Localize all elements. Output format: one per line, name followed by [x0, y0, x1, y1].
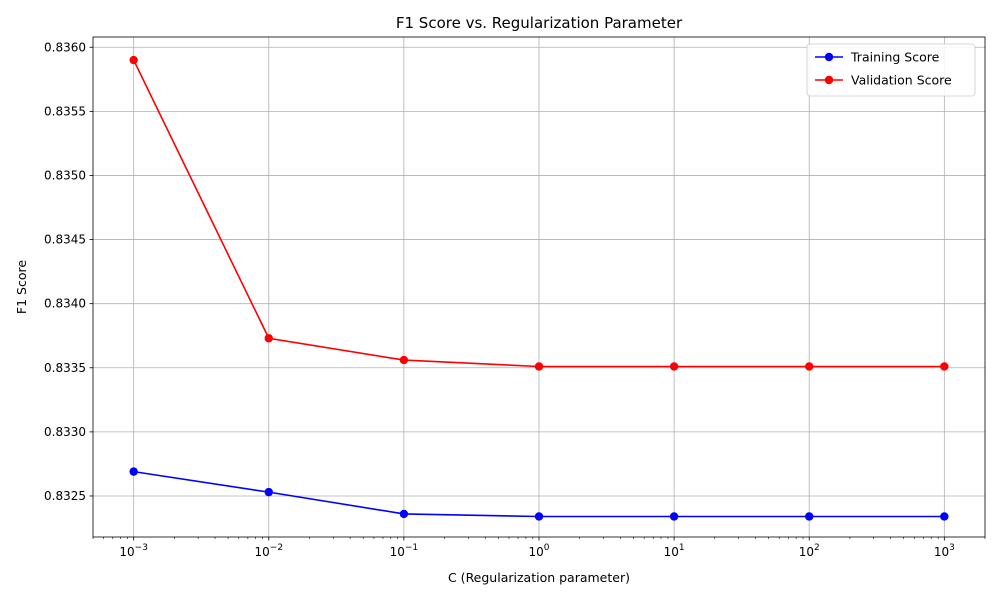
y-tick-label: 0.8345 [44, 233, 86, 247]
y-tick-label: 0.8350 [44, 168, 86, 182]
x-tick-label: 10−1 [390, 543, 419, 559]
legend: Training Score Validation Score [806, 43, 976, 97]
x-tick-label-base: 10 [119, 545, 134, 559]
data-point [129, 467, 138, 476]
x-tick-label-exponent: 1 [679, 543, 685, 553]
x-tick-label-base: 10 [934, 545, 949, 559]
y-tick-label: 0.8330 [44, 425, 86, 439]
data-point [534, 512, 544, 521]
y-axis-ticks: 0.8325 0.8330 0.8335 0.8340 0.8345 0.8350 0.83… [44, 40, 93, 503]
grid-lines [93, 37, 985, 537]
x-tick-label: 102 [799, 543, 820, 559]
x-tick-label: 10−3 [119, 543, 148, 559]
x-tick-label: 103 [934, 543, 955, 559]
legend-marker [824, 52, 834, 62]
data-point [805, 362, 814, 371]
data-point [669, 362, 679, 371]
legend-marker [824, 75, 834, 85]
data-point [805, 512, 814, 521]
y-tick-label: 0.8325 [44, 489, 86, 503]
y-tick-label: 0.8360 [44, 40, 86, 54]
y-tick-label: 0.8340 [44, 297, 86, 311]
data-point [534, 362, 544, 371]
x-tick-label: 10−2 [255, 543, 284, 559]
x-axis-label: C (Regularization parameter) [448, 570, 630, 585]
x-tick-label-base: 10 [799, 545, 814, 559]
y-axis-label: F1 Score [14, 260, 29, 314]
data-point [399, 509, 409, 519]
x-tick-label-base: 10 [528, 545, 543, 559]
data-point [669, 512, 679, 521]
x-axis-ticks: 10−3 10−2 10−1 100 101 102 103 [119, 537, 955, 559]
x-tick-label-base: 10 [390, 545, 405, 559]
legend-box [806, 43, 976, 97]
data-point [940, 362, 949, 371]
x-tick-label-base: 10 [255, 545, 270, 559]
x-tick-label-exponent: 0 [544, 543, 550, 553]
x-tick-label-exponent: −2 [270, 543, 283, 553]
series-training-score [129, 467, 949, 521]
x-tick-label-exponent: 2 [814, 543, 820, 553]
y-tick-label: 0.8335 [44, 361, 86, 375]
data-point [399, 355, 409, 365]
data-point [940, 512, 949, 521]
y-tick-label: 0.8355 [44, 104, 86, 118]
x-tick-label-exponent: −3 [135, 543, 148, 553]
data-point [264, 487, 273, 497]
legend-label: Training Score [850, 50, 940, 65]
x-tick-label: 100 [528, 543, 549, 559]
x-tick-label-exponent: 3 [949, 543, 955, 553]
x-tick-label-exponent: −1 [405, 543, 418, 553]
chart-title: F1 Score vs. Regularization Parameter [396, 14, 683, 32]
x-tick-label-base: 10 [664, 545, 679, 559]
x-tick-label: 101 [664, 543, 685, 559]
data-point [264, 334, 273, 343]
x-minor-ticks [92, 537, 986, 539]
legend-label: Validation Score [851, 73, 952, 88]
series-validation-score [129, 55, 949, 371]
data-point [129, 55, 138, 65]
